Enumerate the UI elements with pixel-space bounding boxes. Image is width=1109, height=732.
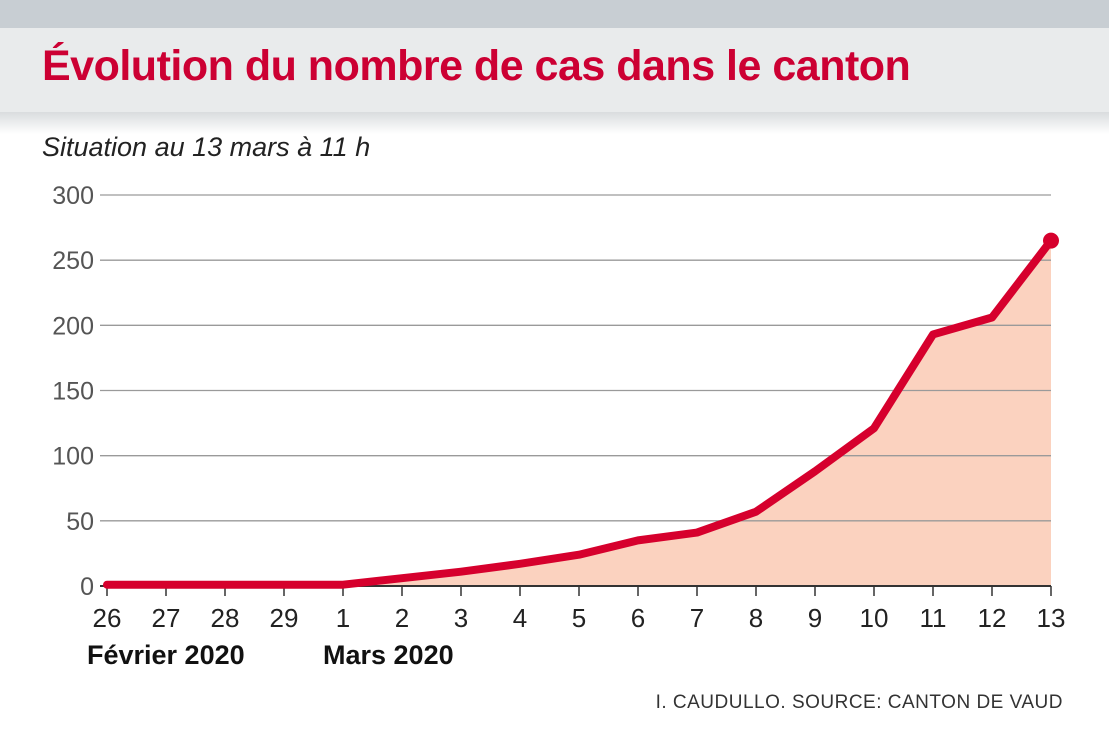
data-point-9 [635,537,641,543]
x-tick-label-2: 28 [211,603,240,633]
series-line [103,236,1055,589]
y-tick-label-250: 250 [52,247,94,275]
y-tick-label-200: 200 [52,312,94,340]
chart-title: Évolution du nombre de cas dans le canto… [42,42,911,90]
x-tick-label-10: 7 [690,603,704,633]
y-tick-label-0: 0 [80,573,94,601]
data-point-7 [517,561,523,567]
chart-subtitle: Situation au 13 mars à 11 h [42,132,371,162]
data-point-1 [163,582,169,588]
source-credit: I. CAUDULLO. SOURCE: CANTON DE VAUD [655,692,1063,713]
data-point-10 [694,530,700,536]
y-tick-label-100: 100 [52,443,94,471]
y-tick-label-300: 300 [52,182,94,210]
data-point-2 [222,582,228,588]
x-tick-label-15: 12 [978,603,1007,633]
x-tick-label-11: 8 [749,603,763,633]
data-point-6 [458,569,464,575]
month-label-1: Mars 2020 [323,640,454,670]
area-fill [107,240,1051,586]
x-tick-label-13: 10 [860,603,889,633]
y-tick-label-50: 50 [66,508,94,536]
x-tick-label-12: 9 [808,603,822,633]
end-point-marker [1043,232,1059,249]
data-point-3 [281,582,287,588]
title-band-shadow [0,112,1109,134]
x-tick-label-7: 4 [513,603,527,633]
title-band [0,28,1109,112]
x-tick-label-3: 29 [270,603,299,633]
data-point-13 [871,425,877,431]
data-point-5 [399,575,405,581]
data-point-11 [753,509,759,515]
x-tick-label-16: 13 [1037,603,1066,633]
month-label-0: Février 2020 [87,640,245,670]
data-point-8 [576,552,582,558]
data-point-12 [812,468,818,474]
x-tick-label-6: 3 [454,603,468,633]
x-tick-label-9: 6 [631,603,645,633]
x-tick-label-4: 1 [336,603,350,633]
x-tick-label-0: 26 [93,603,122,633]
top-strip [0,0,1109,28]
data-point-15 [989,315,995,321]
x-tick-label-14: 11 [920,603,947,633]
data-point-4 [340,582,346,588]
y-tick-label-150: 150 [52,378,94,406]
data-point-14 [930,331,936,337]
data-point-0 [104,582,110,588]
x-tick-label-1: 27 [152,603,181,633]
x-tick-label-5: 2 [395,603,409,633]
x-tick-label-8: 5 [572,603,586,633]
